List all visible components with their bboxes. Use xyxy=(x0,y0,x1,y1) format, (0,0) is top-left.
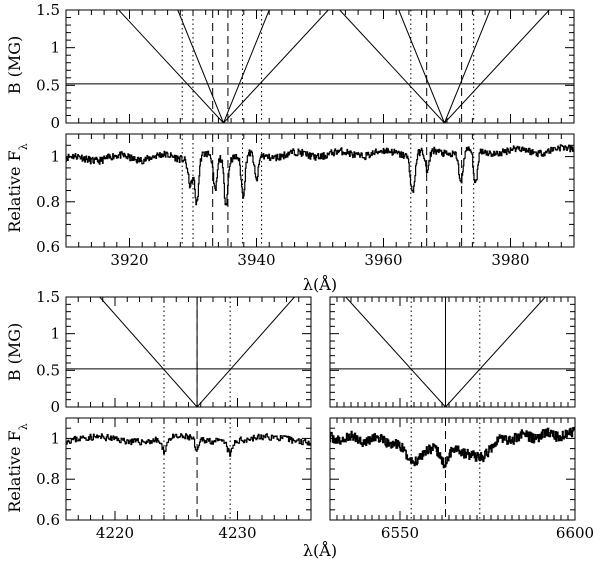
top-b-ytick-label: 0.5 xyxy=(36,76,60,94)
bottom-right-zeeman-fan-0-line-1 xyxy=(445,297,546,407)
bottom-left-b-ytick-label: 1 xyxy=(50,325,60,343)
top-fluxpanel-ylabel-sub: λ xyxy=(17,143,30,150)
bottom-left-b-frame xyxy=(65,296,312,408)
bottom-left-b-ytick-label: 0.5 xyxy=(36,361,60,379)
bottom-left-f-frame xyxy=(65,417,312,521)
bottom-left-b-ytick-label: 1.5 xyxy=(36,288,60,306)
bottom-left-xtick-label: 4220 xyxy=(96,524,134,542)
bl-fluxpanel-ylabel-sub: λ xyxy=(17,423,30,430)
top-fluxpanel-ylabel: Relative Fλ xyxy=(5,143,30,232)
bottom-left-xtick-label: 4230 xyxy=(218,524,256,542)
bottom-left-zeeman-fan-0-line-0 xyxy=(99,297,198,407)
top-bpanel-ylabel: B (MG) xyxy=(5,36,24,95)
top-zeeman-fan-1-line-3 xyxy=(443,10,491,123)
top-zeeman-fan-0-line-3 xyxy=(223,10,270,123)
bottom-left-flux-panel: 0.6 0.8 1 4220 4230 xyxy=(36,417,312,542)
top-b-ytick-label: 1 xyxy=(50,39,60,57)
top-xlabel: λ(Å) xyxy=(303,274,337,294)
bottom-left-b-plot-area xyxy=(66,297,311,407)
bottom-left-f-ytick-label: 1 xyxy=(50,429,60,447)
top-b-ytick-label: 0 xyxy=(50,114,60,132)
top-spectrum-line xyxy=(66,144,574,206)
bottom-left-zeeman-fan-0-line-1 xyxy=(196,297,295,407)
bottom-left-bfield-panel: 0 0.5 1 1.5 xyxy=(36,288,312,416)
top-flux-panel: 0.6 0.8 1 3920 3940 3960 3980 xyxy=(36,133,575,269)
bottom-right-b-frame xyxy=(329,296,576,408)
bottom-right-f-frame xyxy=(329,417,576,521)
top-zeeman-fan-0-line-0 xyxy=(118,10,224,123)
bottom-left-f-plot-area xyxy=(66,418,311,520)
top-xtick-label: 3940 xyxy=(237,251,275,269)
top-f-plot-area xyxy=(66,134,574,247)
bl-fluxpanel-ylabel: Relative Fλ xyxy=(5,423,30,512)
top-fluxpanel-ylabel-text: Relative F xyxy=(5,150,24,232)
bottom-right-bfield-panel xyxy=(329,296,576,408)
bottom-left-f-ytick-label: 0.6 xyxy=(36,511,60,529)
bottom-left-spectrum-line xyxy=(66,433,311,457)
bottom-left-f-ytick-label: 0.8 xyxy=(36,470,60,488)
bottom-right-xtick-label: 6600 xyxy=(556,524,594,542)
bottom-right-spectrum-line xyxy=(330,426,575,469)
top-f-ytick-label: 1 xyxy=(50,148,60,166)
top-zeeman-fan-1-line-0 xyxy=(339,10,445,123)
bottom-left-b-ytick-label: 0 xyxy=(50,398,60,416)
top-zeeman-fan-0-line-2 xyxy=(177,10,224,123)
top-xtick-label: 3980 xyxy=(491,251,529,269)
top-f-ytick-label: 0.6 xyxy=(36,238,60,256)
bottom-right-xtick-label: 6550 xyxy=(381,524,419,542)
top-zeeman-fan-0-line-1 xyxy=(223,10,329,123)
bottom-right-zeeman-fan-0-line-0 xyxy=(345,297,446,407)
bottom-right-b-plot-area xyxy=(330,297,575,407)
top-xtick-label: 3960 xyxy=(364,251,402,269)
bottom-right-flux-panel: 6550 6600 xyxy=(329,417,594,542)
bl-fluxpanel-ylabel-text: Relative F xyxy=(5,430,24,512)
bottom-right-f-plot-area xyxy=(330,418,575,520)
top-f-ytick-label: 0.8 xyxy=(36,193,60,211)
top-b-frame xyxy=(65,9,575,124)
top-b-ytick-label: 1.5 xyxy=(36,1,60,19)
top-bfield-panel: 0 0.5 1 1.5 xyxy=(36,1,575,132)
bl-bpanel-ylabel: B (MG) xyxy=(5,323,24,382)
top-b-plot-area xyxy=(66,10,574,123)
top-zeeman-fan-1-line-2 xyxy=(398,10,445,123)
top-zeeman-fan-1-line-1 xyxy=(444,10,550,123)
top-xtick-label: 3920 xyxy=(110,251,148,269)
bottom-xlabel: λ(Å) xyxy=(303,540,337,560)
